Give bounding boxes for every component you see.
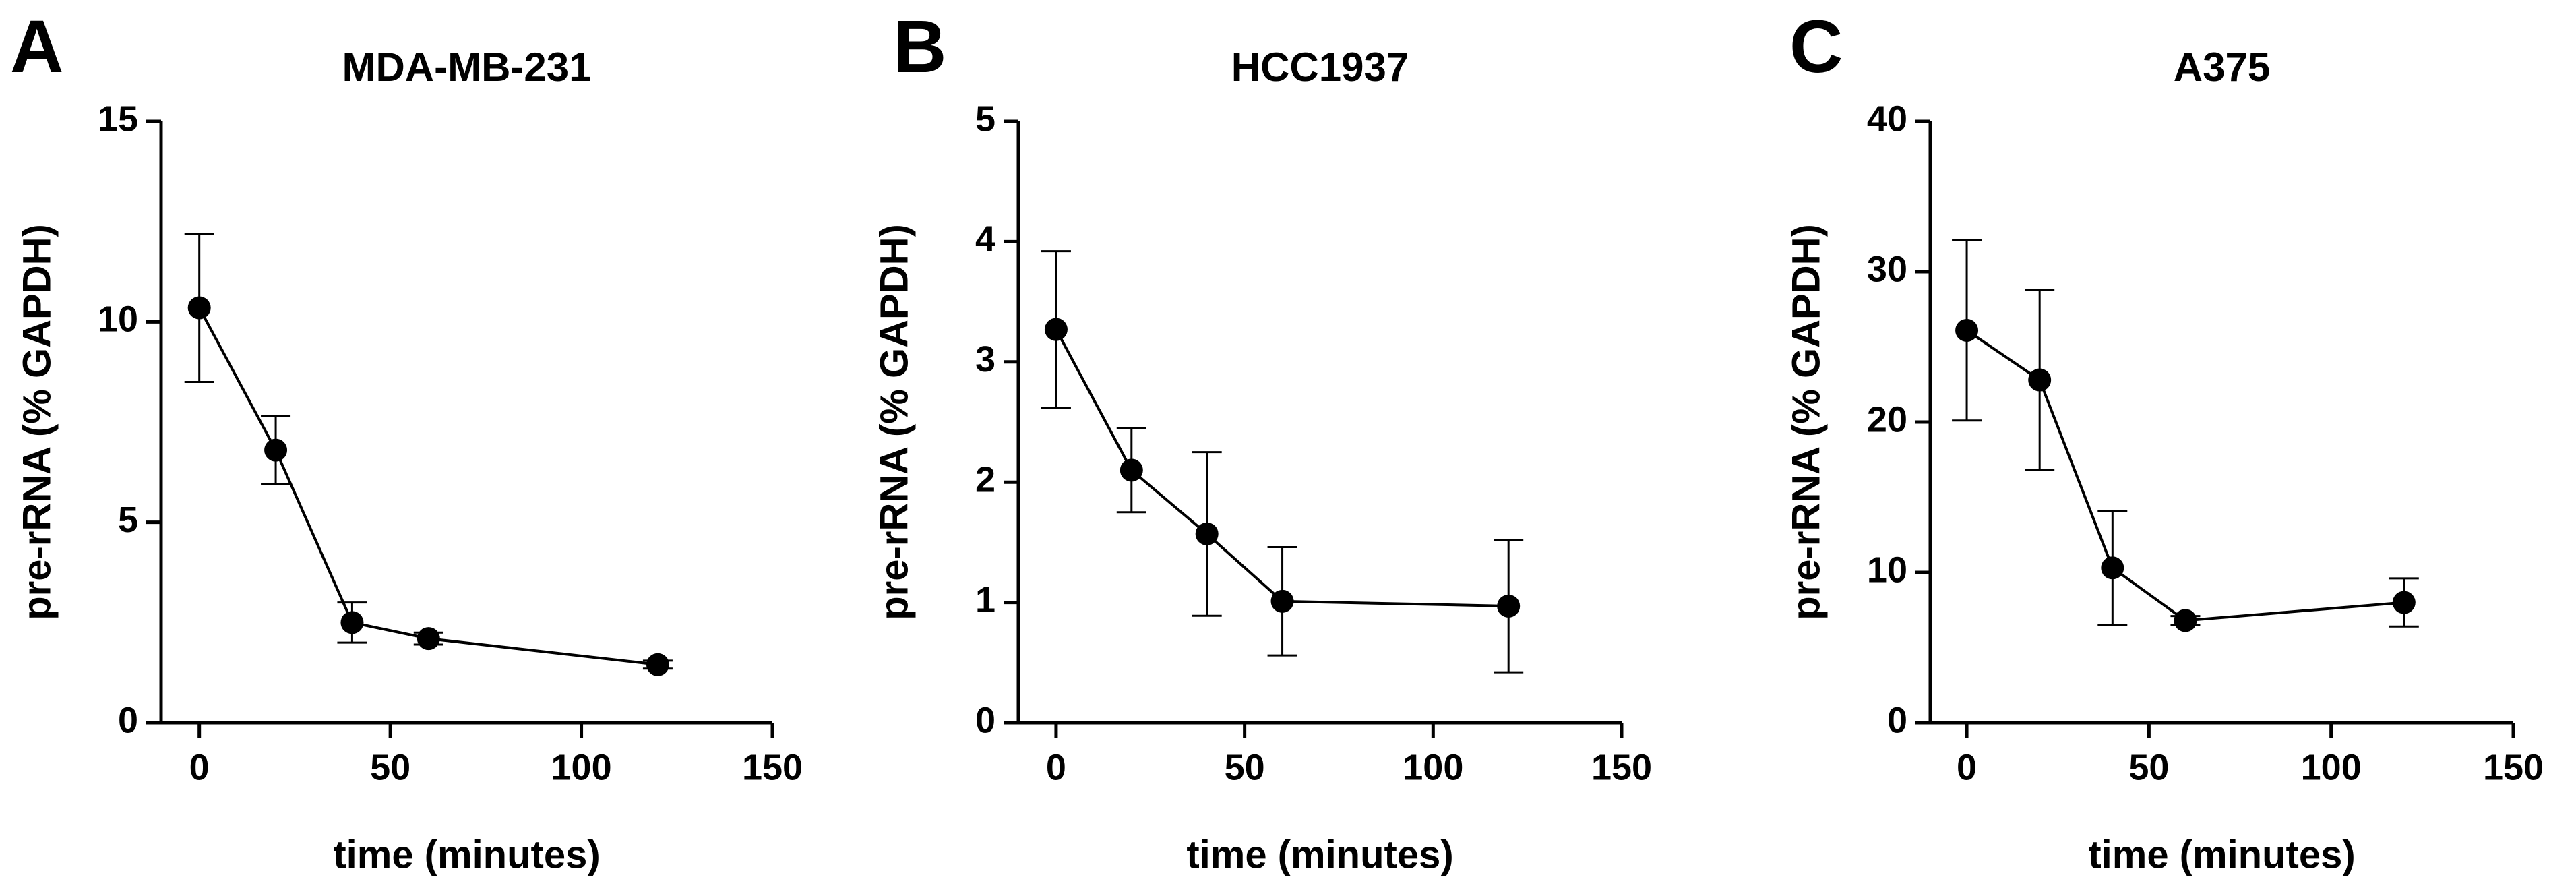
x-tick-label: 150: [1591, 747, 1652, 787]
data-point: [187, 296, 211, 320]
y-tick-label: 0: [118, 700, 138, 740]
data-point: [1044, 318, 1068, 341]
y-tick-label: 40: [1867, 98, 1907, 139]
y-tick-label: 3: [975, 339, 995, 380]
y-tick-label: 0: [975, 700, 995, 740]
x-tick-label: 50: [2128, 747, 2169, 787]
y-tick-label: 15: [98, 98, 138, 139]
data-point: [2101, 556, 2124, 580]
x-tick-label: 100: [2301, 747, 2362, 787]
data-line: [197, 307, 658, 666]
panel-label: A: [10, 5, 63, 88]
chart-title: MDA-MB-231: [342, 44, 591, 90]
x-axis-title: time (minutes): [1186, 833, 1453, 876]
y-tick-label: 1: [975, 580, 995, 620]
y-tick-label: 20: [1867, 399, 1907, 440]
y-tick-label: 5: [118, 500, 138, 540]
x-tick-label: 100: [551, 747, 612, 787]
data-point: [1955, 318, 1979, 342]
y-tick-label: 5: [975, 98, 995, 139]
x-axis-title: time (minutes): [2088, 833, 2355, 876]
data-point: [340, 611, 364, 634]
chart-title: A375: [2174, 44, 2270, 90]
x-tick-label: 0: [1957, 747, 1977, 787]
x-axis-title: time (minutes): [333, 833, 600, 876]
y-tick-label: 2: [975, 459, 995, 500]
data-point: [1270, 589, 1294, 613]
data-point: [417, 627, 440, 651]
y-axis-title: pre-rRNA (% GAPDH): [15, 224, 59, 620]
x-tick-label: 50: [1225, 747, 1265, 787]
panel-label: C: [1789, 5, 1843, 88]
data-point: [1497, 594, 1521, 618]
data-point: [2028, 368, 2052, 392]
data-point: [1195, 522, 1219, 545]
y-tick-label: 0: [1887, 700, 1907, 740]
y-tick-label: 4: [975, 219, 995, 260]
data-point: [646, 653, 669, 676]
panel-label: B: [893, 5, 946, 88]
data-point: [264, 438, 288, 462]
data-point: [2174, 609, 2197, 632]
x-tick-label: 50: [370, 747, 410, 787]
y-tick-label: 10: [98, 299, 138, 340]
data-point: [2392, 591, 2416, 614]
y-tick-label: 10: [1867, 549, 1907, 590]
x-tick-label: 0: [1046, 747, 1066, 787]
y-tick-label: 30: [1867, 249, 1907, 289]
x-tick-label: 150: [2483, 747, 2544, 787]
chart-title: HCC1937: [1231, 44, 1409, 90]
x-tick-label: 0: [189, 747, 210, 787]
y-axis-title: pre-rRNA (% GAPDH): [872, 224, 916, 620]
x-tick-label: 100: [1403, 747, 1463, 787]
y-axis-title: pre-rRNA (% GAPDH): [1784, 224, 1828, 620]
data-point: [1120, 458, 1143, 482]
x-tick-label: 150: [742, 747, 803, 787]
